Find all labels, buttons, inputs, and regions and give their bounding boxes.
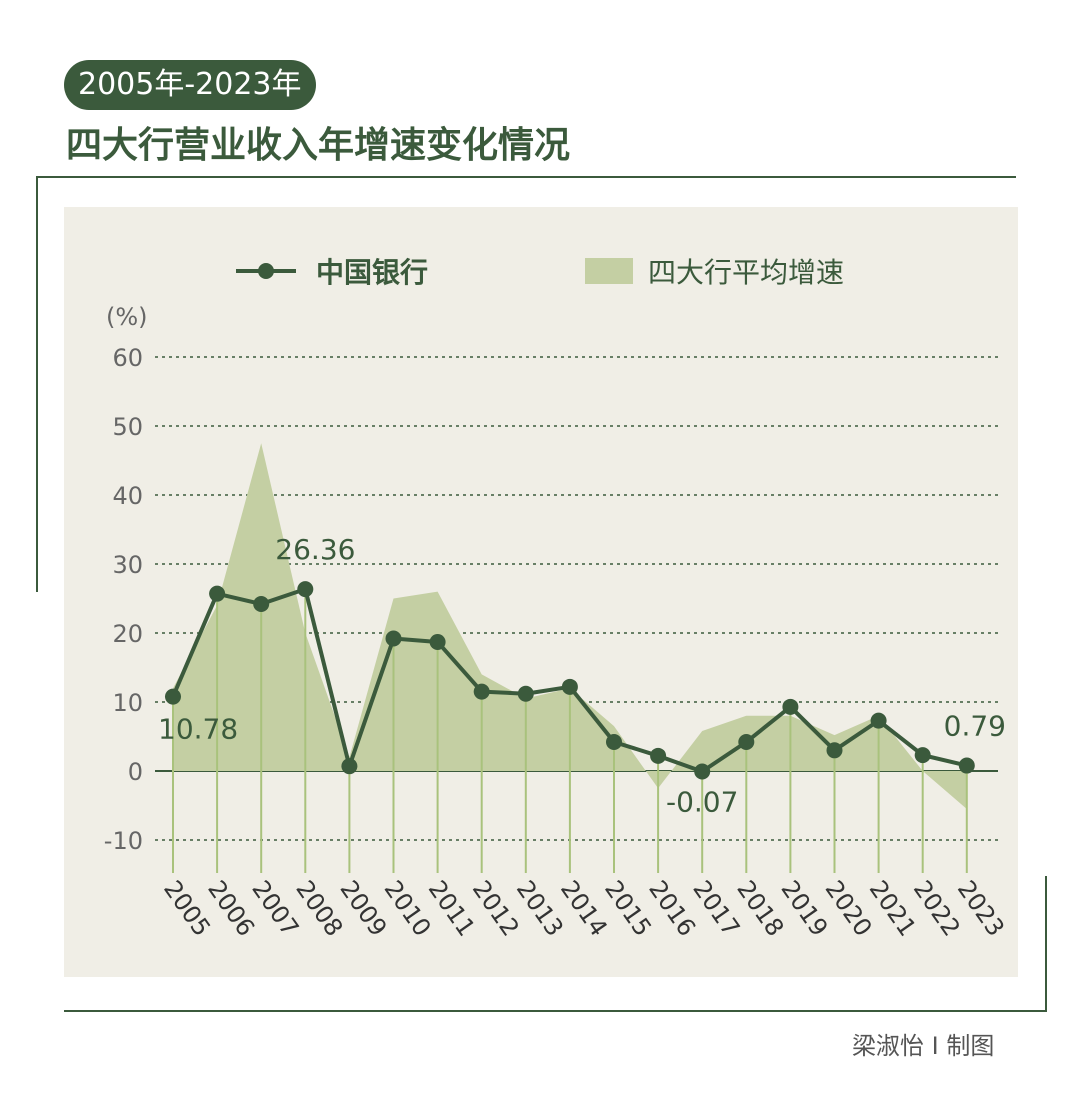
data-point <box>694 763 711 780</box>
x-tick-label: 2015 <box>599 875 657 941</box>
x-tick-label: 2010 <box>379 875 437 941</box>
x-tick-label: 2016 <box>643 875 701 941</box>
y-tick-label: -10 <box>104 827 143 855</box>
x-tick-label: 2007 <box>246 875 304 941</box>
credit-text: 梁淑怡 I 制图 <box>852 1032 995 1060</box>
x-tick-label: 2006 <box>202 875 260 941</box>
period-badge: 2005年-2023年 <box>64 60 316 110</box>
boc-line <box>165 581 975 780</box>
frame-line-top <box>36 176 1016 178</box>
x-tick-label: 2017 <box>687 875 745 941</box>
x-tick-label: 2020 <box>820 875 878 941</box>
y-tick-labels: -10 0 10 20 30 40 50 60 <box>104 344 143 855</box>
x-tick-label: 2009 <box>334 875 392 941</box>
x-tick-label: 2008 <box>290 875 348 941</box>
y-tick-label: 0 <box>128 758 143 786</box>
stems <box>172 589 968 873</box>
y-tick-label: 20 <box>112 620 143 648</box>
x-tick-label: 2005 <box>158 875 216 941</box>
x-tick-label: 2013 <box>511 875 569 941</box>
data-labels: 10.78 26.36 -0.07 0.79 <box>158 533 1006 818</box>
x-tick-label: 2021 <box>864 875 922 941</box>
data-point <box>782 698 799 715</box>
data-point <box>738 734 755 751</box>
data-point <box>297 581 314 598</box>
data-point <box>341 758 358 775</box>
data-label: -0.07 <box>666 785 738 818</box>
frame-line-right <box>1045 876 1047 1012</box>
legend-marker-swatch <box>258 263 274 279</box>
data-label: 26.36 <box>275 533 355 566</box>
legend: 中国银行 四大行平均增速 <box>236 256 844 289</box>
data-point <box>517 685 534 702</box>
data-point <box>958 757 975 774</box>
data-point <box>429 633 446 650</box>
x-tick-label: 2014 <box>555 875 613 941</box>
data-point <box>473 683 490 700</box>
x-tick-label: 2023 <box>952 875 1010 941</box>
data-point <box>914 747 931 764</box>
legend-label-line: 中国银行 <box>316 256 428 289</box>
y-tick-label: 10 <box>112 689 143 717</box>
data-point <box>650 747 667 764</box>
legend-label-area: 四大行平均增速 <box>648 256 844 289</box>
chart-title: 四大行营业收入年增速变化情况 <box>66 125 571 166</box>
data-point <box>870 712 887 729</box>
average-area <box>173 443 967 809</box>
x-tick-label: 2018 <box>731 875 789 941</box>
x-tick-label: 2012 <box>467 875 525 941</box>
data-point <box>826 742 843 759</box>
x-tick-label: 2019 <box>775 875 833 941</box>
data-point <box>561 678 578 695</box>
data-point <box>606 734 622 751</box>
y-tick-label: 30 <box>112 551 143 579</box>
data-label: 10.78 <box>158 713 238 746</box>
y-tick-label: 60 <box>112 344 143 372</box>
data-point <box>165 688 181 705</box>
x-tick-label: 2022 <box>908 875 966 941</box>
x-tick-label: 2011 <box>423 875 481 941</box>
legend-area-swatch <box>585 258 633 284</box>
x-tick-labels: 2005200620072008200920102011201220132014… <box>158 875 1010 941</box>
data-point <box>253 596 270 613</box>
y-unit-label: (%) <box>106 303 148 331</box>
frame-line-left <box>36 176 38 592</box>
data-point <box>385 630 402 647</box>
frame-line-bottom <box>64 1010 1047 1012</box>
data-label: 0.79 <box>944 710 1006 743</box>
average-area-shape <box>173 443 967 809</box>
y-tick-label: 50 <box>112 413 143 441</box>
data-point <box>209 585 226 602</box>
y-tick-label: 40 <box>112 482 143 510</box>
